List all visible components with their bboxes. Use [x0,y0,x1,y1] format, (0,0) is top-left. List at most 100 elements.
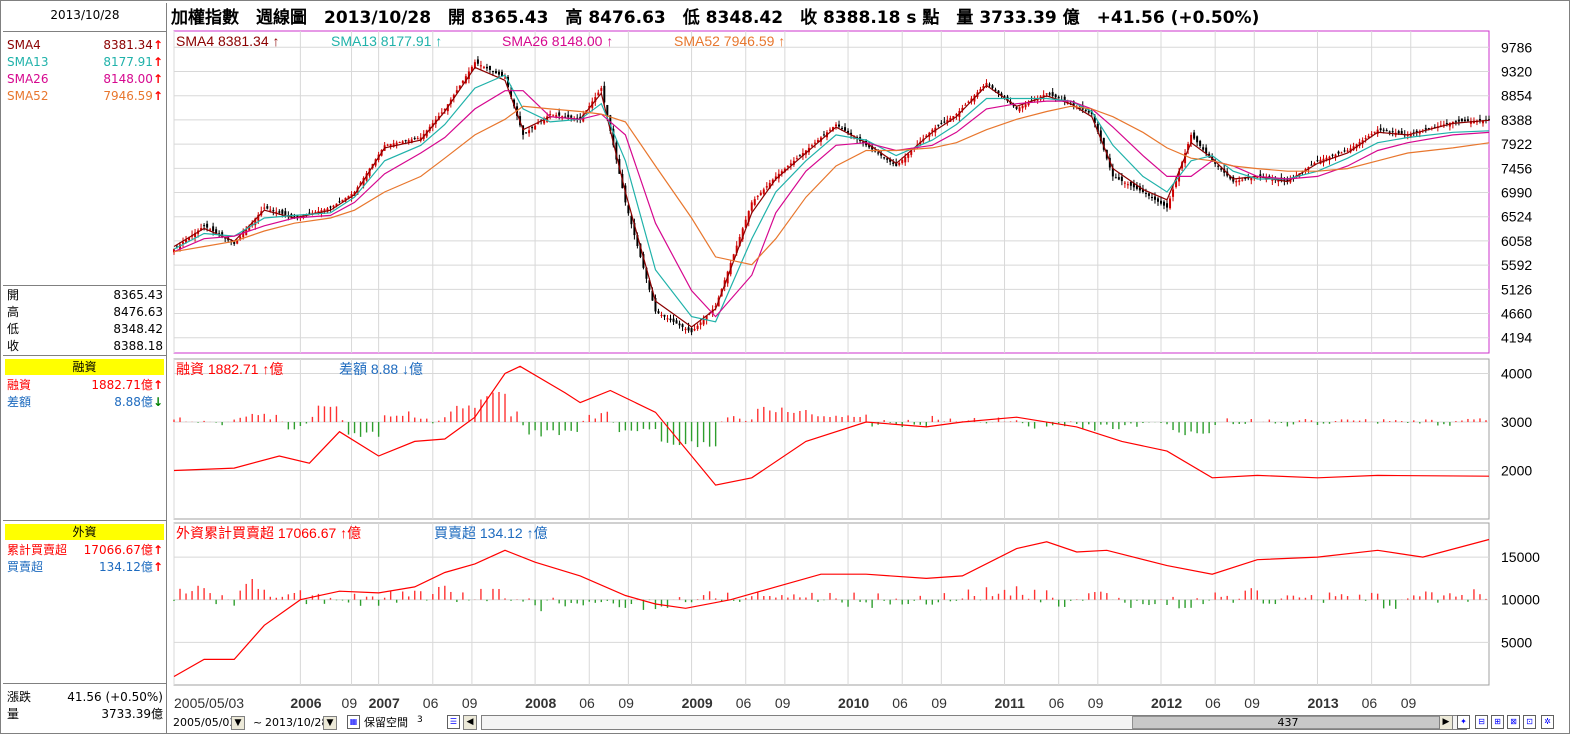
candle-body [1409,134,1412,137]
candle-body [531,127,534,129]
candle-body [1247,177,1250,179]
candle-body [401,141,404,145]
candle-body [1138,186,1141,191]
sma4-line [173,66,1490,328]
candle-body [1313,162,1316,166]
scroll-right-button[interactable]: ▶ [1439,715,1453,730]
candle-body [657,311,660,314]
candle-body [967,101,970,103]
candle-body [1156,198,1159,202]
candle-body [636,234,639,247]
ohlc-row-label: 高 [7,305,20,319]
candle-body [832,127,835,131]
settings-icon[interactable]: ✲ [1541,715,1554,729]
to-date[interactable]: 2013/10/28 [265,716,329,729]
candle-body [323,209,326,212]
candle-body [1427,128,1430,130]
candle-body [1367,135,1370,138]
ohlc-row: 收 8388.18 [7,338,163,354]
to-date-dropdown[interactable]: ▼ [323,714,337,732]
candle-body [266,206,269,209]
ohlc-row-value: 8365.43 [113,288,163,302]
candle-body [603,85,606,103]
candle-body [359,182,362,186]
sma52-line [173,105,1490,266]
toolbar: 2005/05/03 ▼ ~ 2013/10/28 ▼ ▦ 保留空間 3 ☰ ◀… [169,713,1569,733]
foreign-row-label: 累計買賣超 [7,543,68,557]
candle-body [497,71,500,75]
from-date[interactable]: 2005/05/03 [173,716,237,729]
candle-body [398,142,401,144]
candle-body [1388,131,1391,133]
candle-body [1481,120,1484,124]
candle-body [835,124,838,127]
candle-body [1457,119,1460,122]
candle-body [488,65,491,70]
candle-body [741,228,744,240]
candle-body [1021,105,1024,109]
zoom-in-icon[interactable]: ⊞ [1491,715,1504,729]
candle-body [1217,165,1220,167]
from-date-dropdown[interactable]: ▼ [231,714,245,732]
x-axis-label: 06 [423,695,439,711]
candle-body [341,199,344,202]
candle-body [844,127,847,131]
candle-body [801,153,804,157]
zoom-reset-icon[interactable]: ⊡ [1523,715,1536,729]
candle-body [1057,96,1060,99]
margin-panel-frame [173,358,1490,520]
foreign-legend-entry: 買賣超 134.12 ↑億 [434,525,548,541]
candle-body [1090,111,1093,115]
timeline-scrollbar[interactable]: 437 [481,715,1467,730]
zoom-fit-icon[interactable]: ⊠ [1507,715,1520,729]
candle-body [1193,132,1196,139]
scroll-thumb[interactable]: 437 [1132,716,1444,729]
candle-body [507,76,510,88]
candle-body [482,66,485,68]
candle-body [1000,93,1003,96]
candle-body [510,90,513,97]
candle-body [982,86,985,89]
grid-icon[interactable]: ☰ [447,715,460,729]
x-axis-label: 2007 [369,695,400,711]
candle-body [735,245,738,253]
candle-body [263,207,266,209]
candle-body [672,318,675,322]
candle-body [1358,142,1361,146]
candle-body [561,116,564,118]
candle-body [1141,188,1144,192]
candle-body [630,215,633,225]
price-ytick-label: 6524 [1501,209,1532,225]
pin-icon[interactable]: ✦ [1457,715,1470,729]
candle-body [458,85,461,89]
x-axis-label: 09 [1088,695,1104,711]
foreign-row-label: 買賣超 [7,560,44,574]
candle-body [543,118,546,124]
candle-body [768,182,771,189]
foreign-row: 累計買賣超 17066.67億↑ [7,542,163,558]
candle-body [813,142,816,144]
zoom-out-icon[interactable]: ⊟ [1475,715,1488,729]
candle-body [1259,174,1262,177]
candle-body [1187,143,1190,151]
candle-body [1126,184,1129,186]
margin-legend-entry: 融資 1882.71 ↑億 [176,361,283,377]
candle-body [552,114,555,116]
reserve-space-value[interactable]: 3 [417,715,423,725]
arrow-up-icon: ↑ [152,38,163,52]
candle-body [871,145,874,150]
candle-body [567,114,570,118]
scroll-left-button[interactable]: ◀ [463,715,477,730]
candle-body [1370,133,1373,135]
candle-body [904,156,907,163]
x-axis-label: 06 [579,695,595,711]
candle-body [461,80,464,83]
toggle-icon[interactable]: ▦ [347,715,360,729]
candle-body [407,140,410,143]
candle-body [549,114,552,116]
x-axis-label: 09 [1244,695,1260,711]
candle-body [910,150,913,155]
foreign-legend-entry: 外資累計買賣超 17066.67 ↑億 [176,525,361,541]
candle-body [362,177,365,186]
candle-body [660,314,663,316]
